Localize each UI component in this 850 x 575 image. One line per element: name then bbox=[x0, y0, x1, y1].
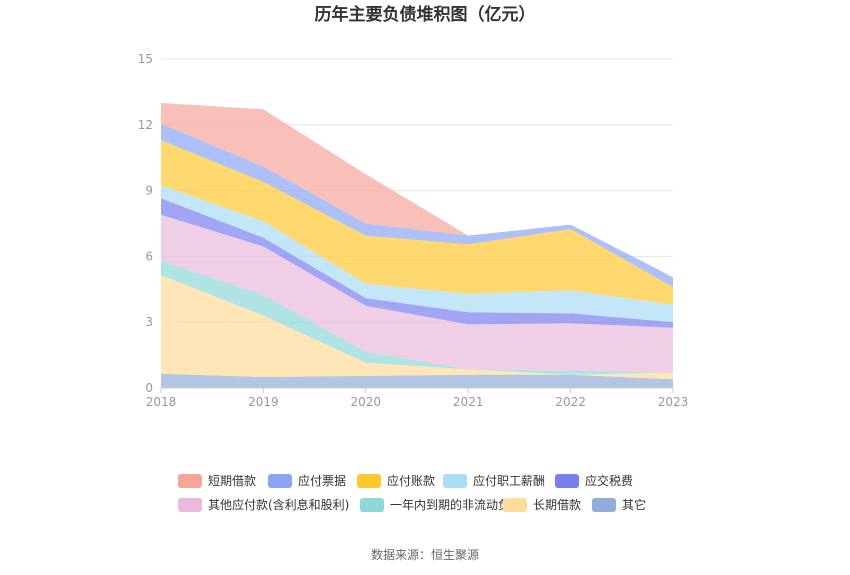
area-series-6 bbox=[161, 140, 673, 305]
legend-label: 应付账款 bbox=[387, 473, 435, 488]
legend-label: 短期借款 bbox=[208, 474, 256, 488]
area-series-group bbox=[161, 102, 673, 388]
legend-item[interactable]: 其它 bbox=[592, 497, 646, 512]
legend-item[interactable]: 短期借款 bbox=[178, 474, 256, 488]
legend-swatch bbox=[178, 498, 202, 512]
legend-swatch bbox=[357, 474, 381, 488]
legend-swatch bbox=[555, 474, 579, 488]
area-series-1 bbox=[161, 275, 673, 380]
x-tick-label: 2021 bbox=[453, 395, 484, 409]
legend-label: 应交税费 bbox=[585, 473, 633, 488]
y-tick-label: 3 bbox=[145, 315, 153, 329]
legend-label: 其它 bbox=[622, 497, 646, 512]
y-tick-label: 9 bbox=[145, 184, 153, 198]
x-tick-label: 2023 bbox=[658, 395, 689, 409]
legend-label: 应付职工薪酬 bbox=[473, 473, 545, 488]
x-tick-label: 2022 bbox=[555, 395, 586, 409]
legend-item[interactable]: 长期借款 bbox=[503, 498, 581, 512]
legend-swatch bbox=[178, 474, 202, 488]
legend-label: 长期借款 bbox=[533, 498, 581, 512]
y-tick-label: 0 bbox=[145, 381, 153, 395]
legend-item[interactable]: 其他应付款(含利息和股利) bbox=[178, 497, 349, 512]
legend-item[interactable]: 应付职工薪酬 bbox=[443, 473, 545, 488]
legend-swatch bbox=[443, 474, 467, 488]
area-series-0 bbox=[161, 373, 673, 388]
x-tick-label: 2019 bbox=[248, 395, 279, 409]
source-text: 数据来源：恒生聚源 bbox=[371, 547, 479, 562]
legend-item[interactable]: 一年内到期的非流动负债 bbox=[360, 497, 522, 512]
legend-swatch bbox=[360, 498, 384, 512]
y-tick-label: 12 bbox=[138, 118, 153, 132]
y-tick-label: 15 bbox=[138, 52, 153, 66]
legend-label: 应付票据 bbox=[298, 473, 346, 488]
legend-swatch bbox=[503, 498, 527, 512]
area-series-5 bbox=[161, 185, 673, 323]
legend-label: 其他应付款(含利息和股利) bbox=[208, 497, 349, 512]
chart-title: 历年主要负债堆积图（亿元） bbox=[315, 4, 536, 25]
legend-item[interactable]: 应付票据 bbox=[268, 473, 346, 488]
x-tick-label: 2018 bbox=[146, 395, 177, 409]
y-tick-label: 6 bbox=[145, 249, 153, 263]
legend-swatch bbox=[592, 498, 616, 512]
x-tick-label: 2020 bbox=[351, 395, 382, 409]
legend-label: 一年内到期的非流动负债 bbox=[390, 497, 522, 512]
legend-item[interactable]: 应交税费 bbox=[555, 473, 633, 488]
area-series-3 bbox=[161, 214, 673, 373]
legend-swatch bbox=[268, 474, 292, 488]
area-series-8 bbox=[161, 102, 673, 278]
legend-item[interactable]: 应付账款 bbox=[357, 473, 435, 488]
axis-group: 2018 2019 2020 2021 2022 2023 bbox=[146, 387, 689, 409]
